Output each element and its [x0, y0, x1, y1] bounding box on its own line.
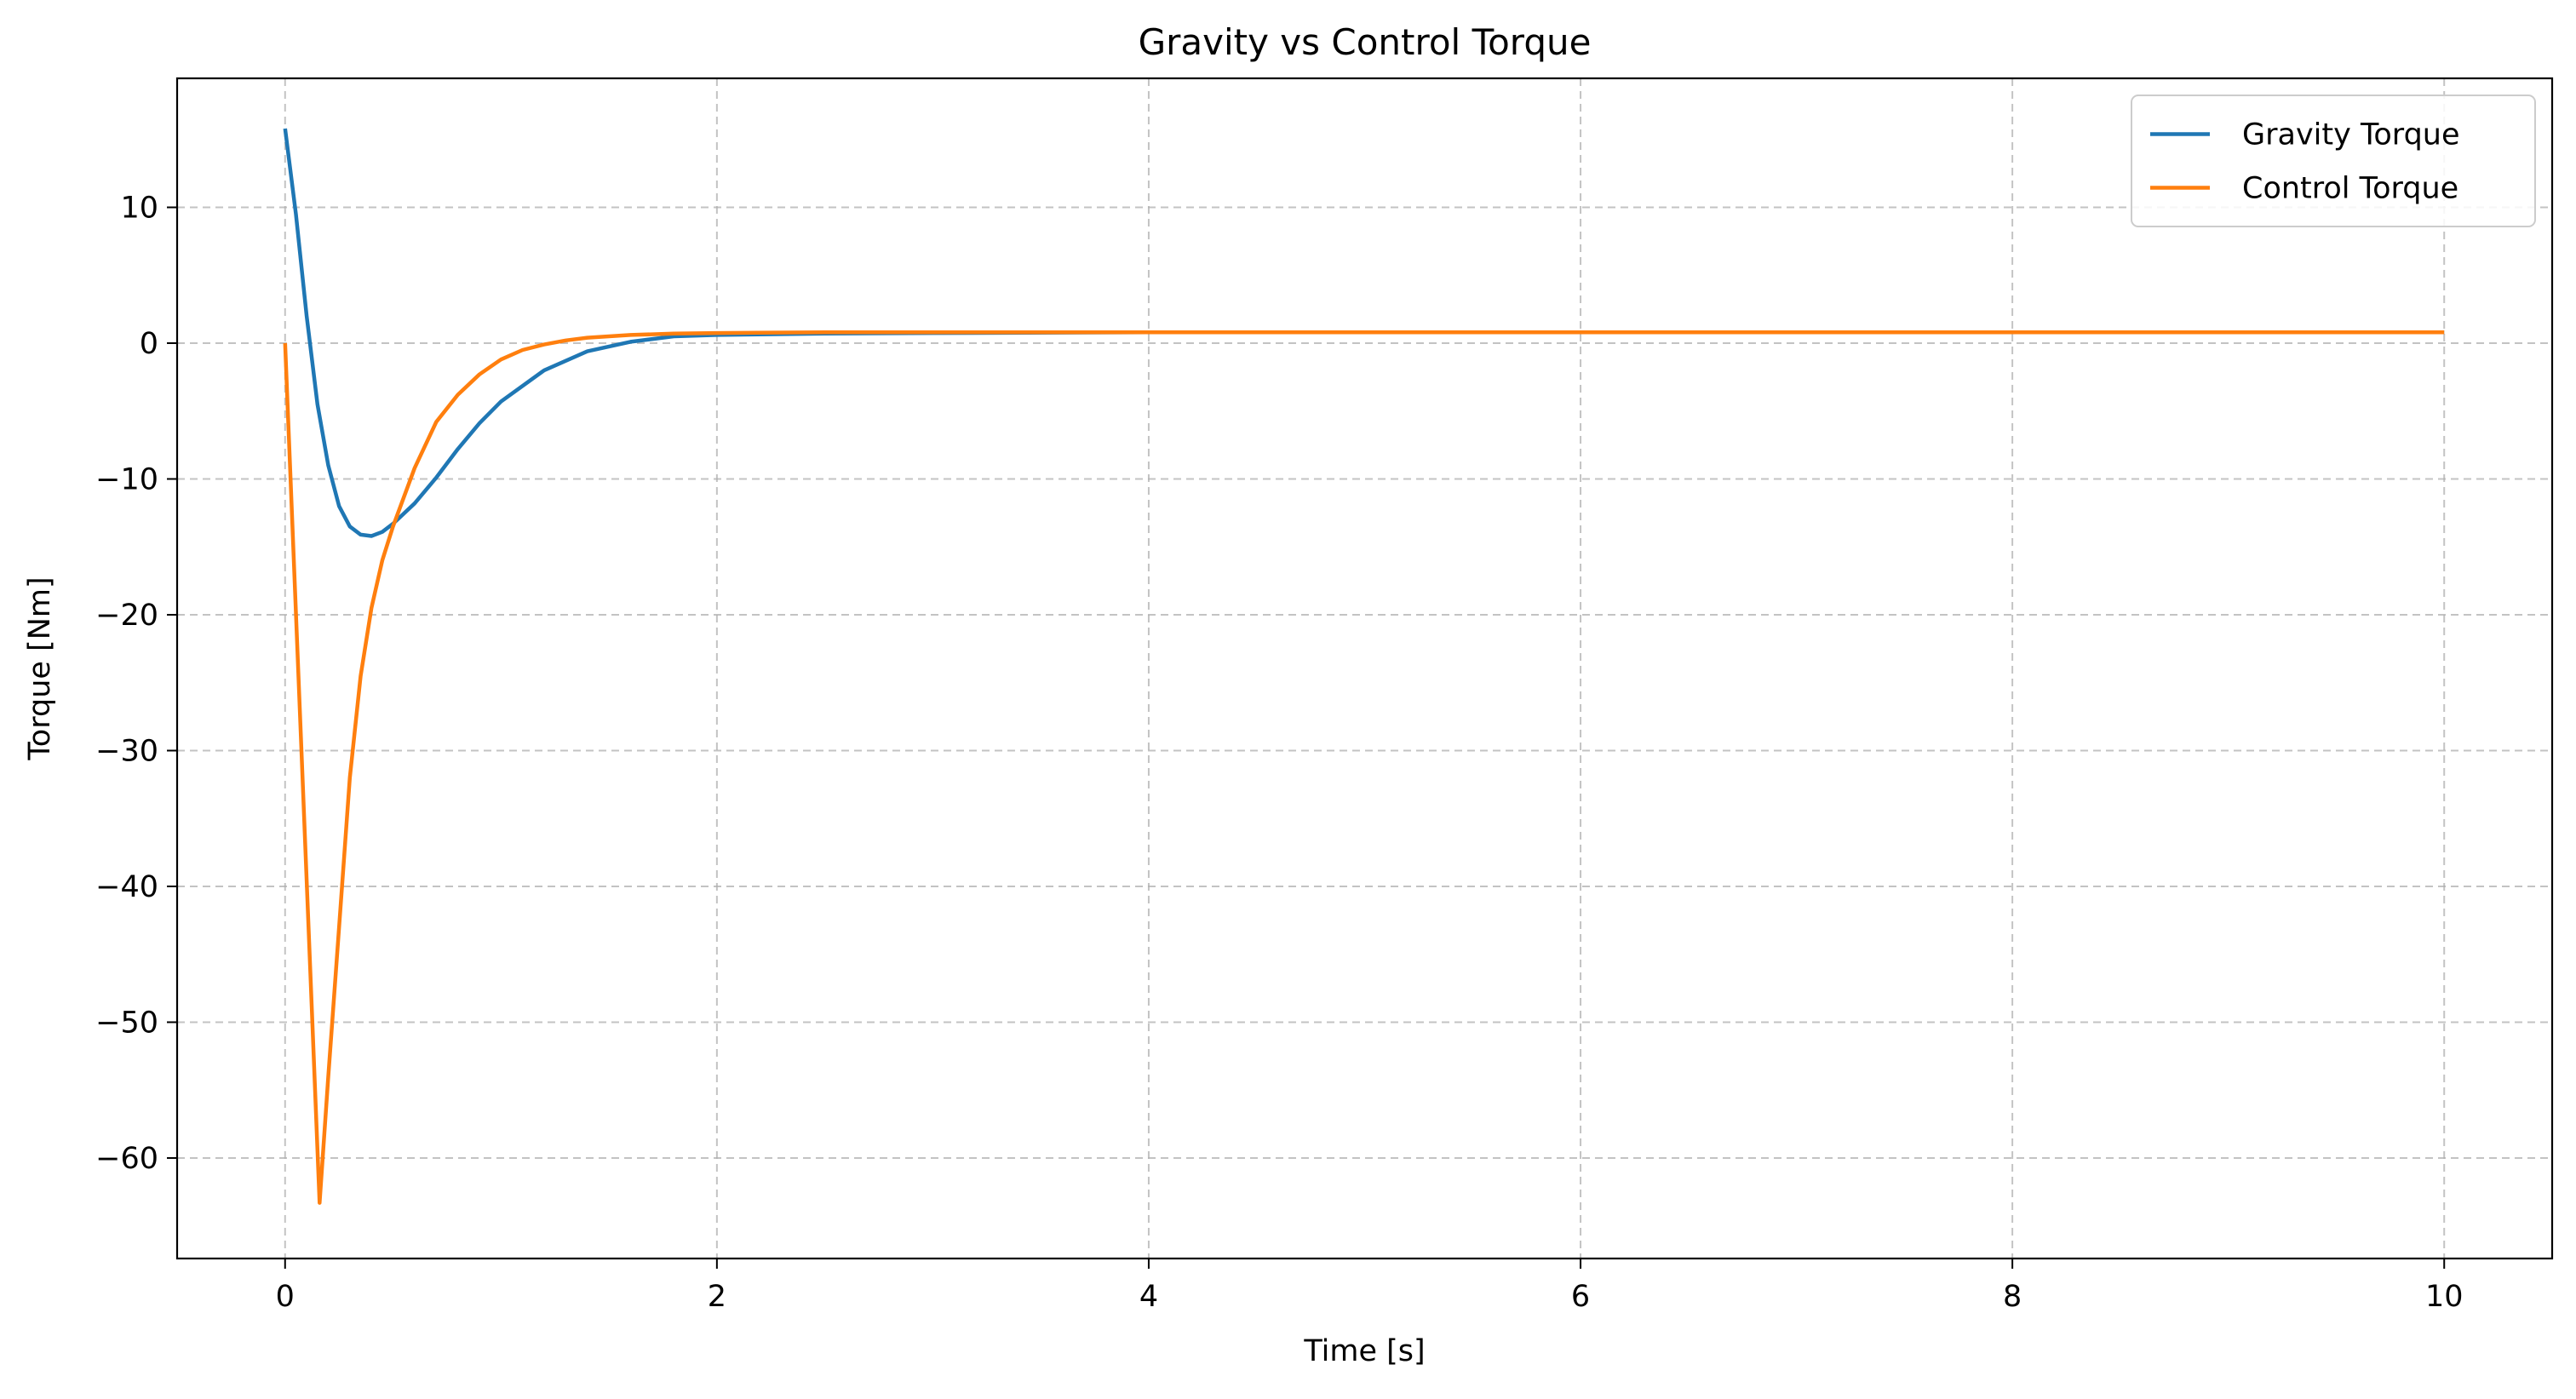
y-tick-label: −50 — [95, 1006, 158, 1040]
y-tick-label: −60 — [95, 1142, 158, 1176]
plot-series — [283, 128, 2445, 1205]
chart-title: Gravity vs Control Torque — [1139, 21, 1592, 63]
x-tick-label: 0 — [276, 1280, 295, 1314]
y-tick-label: −20 — [95, 599, 158, 633]
grid — [177, 78, 2552, 1259]
x-axis-label: Time [s] — [1303, 1334, 1425, 1368]
y-tick-label: 0 — [140, 327, 158, 361]
legend: Gravity Torque Control Torque — [2131, 95, 2536, 227]
y-tick-label: −40 — [95, 870, 158, 904]
plot-frame — [175, 77, 2554, 1260]
y-tick-label: 10 — [120, 192, 158, 226]
axis-ticks: 0 2 4 6 8 10 10 0 −10 −20 −30 −40 −50 −60 — [95, 192, 2463, 1314]
y-tick-label: −30 — [95, 734, 158, 768]
x-tick-label: 4 — [1139, 1280, 1158, 1314]
x-tick-label: 10 — [2425, 1280, 2464, 1314]
legend-label: Gravity Torque — [2242, 118, 2460, 152]
x-tick-label: 2 — [708, 1280, 726, 1314]
legend-box — [2131, 95, 2536, 227]
x-tick-label: 8 — [2003, 1280, 2022, 1314]
y-axis-label: Torque [Nm] — [23, 576, 57, 760]
y-tick-label: −10 — [95, 463, 158, 497]
series-line-control-torque — [283, 330, 2445, 1205]
legend-label: Control Torque — [2242, 172, 2458, 206]
x-tick-label: 6 — [1571, 1280, 1590, 1314]
